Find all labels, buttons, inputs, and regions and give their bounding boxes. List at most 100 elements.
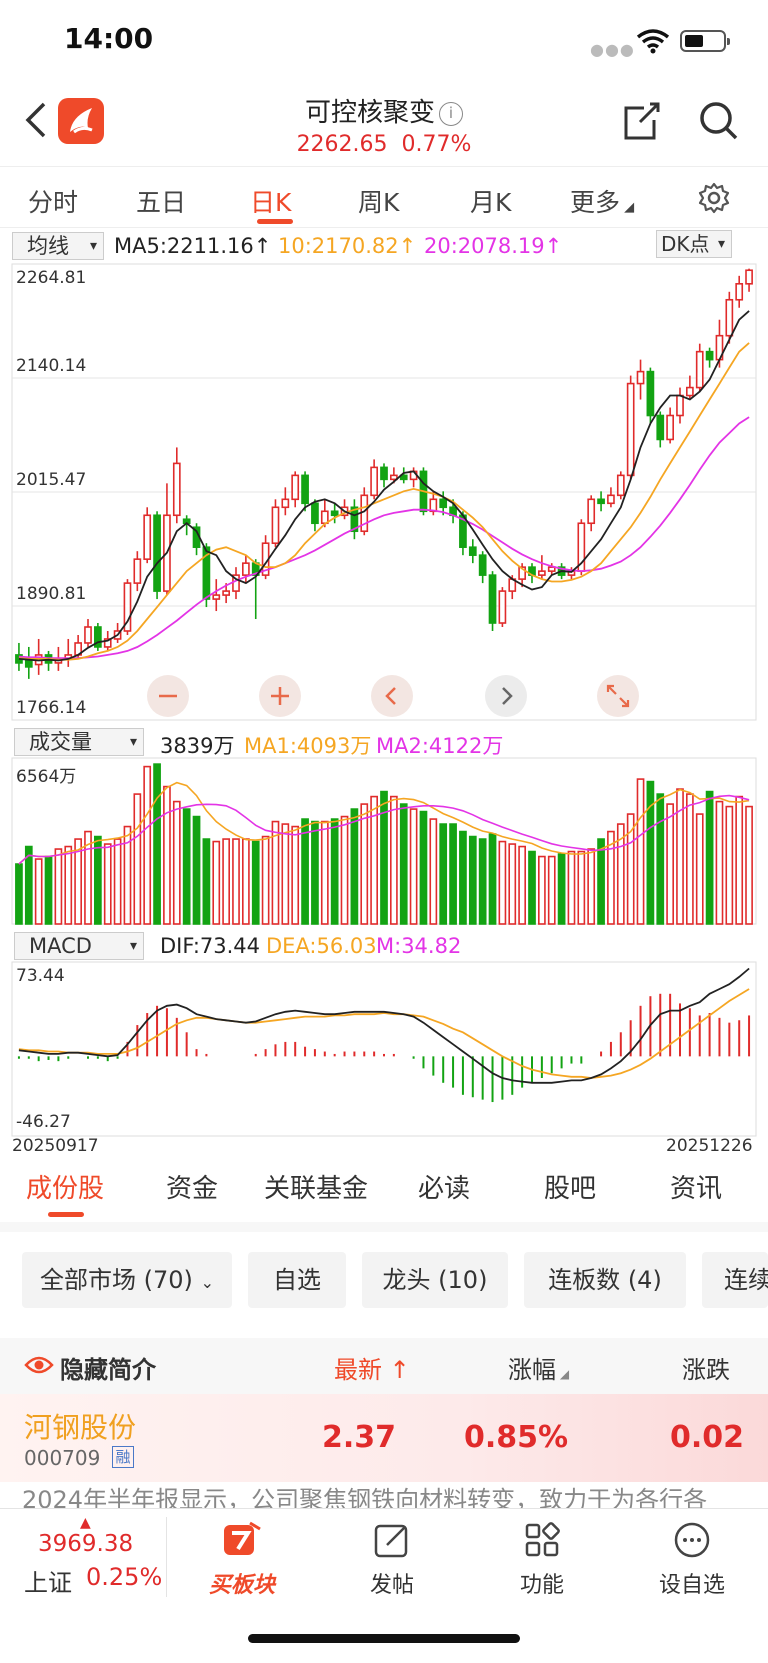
stock-charts[interactable] <box>0 0 768 1160</box>
list-item[interactable]: 河钢股份 000709 融 2.37 0.85% 0.02 <box>0 1394 768 1482</box>
macd-selector[interactable]: MACD <box>14 932 144 960</box>
tab-monthly-k[interactable]: 月K <box>470 188 512 217</box>
fullscreen-icon[interactable] <box>596 674 640 718</box>
candle-body <box>301 474 309 505</box>
zoom-in-icon[interactable] <box>258 674 302 718</box>
candle-body <box>636 370 645 385</box>
nav-functions[interactable]: 功能 <box>482 1521 602 1599</box>
candle-body <box>143 514 152 560</box>
volume-bar <box>330 818 339 925</box>
filter-watchlist[interactable]: 自选 <box>248 1252 346 1308</box>
tab-constituents[interactable]: 成份股 <box>26 1174 105 1204</box>
candle-body <box>538 570 546 576</box>
eye-icon[interactable] <box>24 1354 54 1376</box>
active-tab-indicator <box>257 219 293 224</box>
index-change-pct[interactable]: 0.25% <box>86 1563 163 1591</box>
tab-related-funds[interactable]: 关联基金 <box>264 1174 369 1204</box>
ma5-value: MA5:2211.16↑ <box>114 234 272 258</box>
sort-latest[interactable]: 最新 ↑ <box>334 1356 410 1384</box>
macd-m: M:34.82 <box>376 934 462 958</box>
tab-more-label: 更多 <box>570 188 621 217</box>
volume-bar <box>311 820 319 925</box>
sort-change-pct[interactable]: 涨幅 ◢ <box>508 1356 570 1384</box>
search-icon[interactable] <box>698 100 740 142</box>
candle-body <box>725 298 734 337</box>
candle-body <box>212 594 221 600</box>
price-axis-label: 2264.81 <box>16 268 87 288</box>
candle-body <box>498 590 507 624</box>
info-icon[interactable]: i <box>439 102 463 126</box>
ma5-line <box>18 310 750 662</box>
filter-all-market[interactable]: 全部市场 (70) ⌄ <box>22 1252 232 1308</box>
volume-bar <box>705 790 714 925</box>
volume-bar <box>449 823 457 925</box>
back-arrow-icon[interactable] <box>24 100 48 140</box>
sector-name: 可控核聚变 <box>304 98 435 128</box>
tab-news[interactable]: 资讯 <box>670 1174 723 1204</box>
scroll-right-icon[interactable] <box>484 674 528 718</box>
stock-code: 000709 <box>24 1446 101 1470</box>
macd-dea: DEA:56.03 <box>266 934 377 958</box>
volume-bar <box>390 795 398 925</box>
index-value[interactable]: 3969.38 <box>38 1531 134 1557</box>
ma5-text: MA5:2211.16 <box>114 234 254 258</box>
candle-body <box>686 386 694 397</box>
volume-selector[interactable]: 成交量 <box>14 728 144 756</box>
tab-intraday[interactable]: 分时 <box>28 188 79 217</box>
tab-funds[interactable]: 资金 <box>166 1174 219 1204</box>
tab-daily-k[interactable]: 日K <box>250 188 292 217</box>
volume-bar <box>459 830 467 925</box>
nav-post[interactable]: 发帖 <box>332 1521 452 1599</box>
ma10-line <box>18 342 750 661</box>
volume-bar <box>94 835 102 925</box>
share-icon[interactable] <box>620 100 662 142</box>
volume-bar <box>429 818 438 925</box>
candle-body <box>616 474 625 497</box>
candle-body <box>695 350 704 389</box>
ma10-text: 10:2170.82 <box>278 234 399 258</box>
volume-bar <box>15 863 23 925</box>
index-name[interactable]: 上证 <box>24 1569 72 1597</box>
nav-buy-sector[interactable]: 买板块 <box>182 1521 302 1599</box>
hide-intro-toggle[interactable]: 隐藏简介 <box>60 1356 156 1384</box>
candle-body <box>202 546 211 600</box>
macd-frame <box>11 961 757 1137</box>
filter-consecutive[interactable]: 连续 <box>702 1252 768 1308</box>
tab-more[interactable]: 更多 ◢ <box>570 188 635 217</box>
gear-icon[interactable] <box>698 182 730 214</box>
filter-consecutive-boards[interactable]: 连板数 (4) <box>524 1252 686 1308</box>
volume-bar <box>686 793 694 925</box>
tab-five-day[interactable]: 五日 <box>136 188 187 217</box>
volume-bar <box>360 803 369 925</box>
candle-body <box>291 474 300 501</box>
price-axis-label: 1890.81 <box>16 584 87 604</box>
volume-layer <box>15 763 753 925</box>
candle-body <box>676 394 684 417</box>
wifi-icon <box>636 29 670 54</box>
candle-body <box>666 414 674 441</box>
volume-bar <box>301 818 309 925</box>
nav-buy-sector-label: 买板块 <box>208 1573 275 1598</box>
candle-body <box>597 498 605 505</box>
filter-leaders[interactable]: 龙头 (10) <box>362 1252 508 1308</box>
volume-bar <box>222 838 230 925</box>
volume-bar <box>340 815 349 925</box>
tab-must-read[interactable]: 必读 <box>418 1174 471 1204</box>
volume-bar <box>528 850 536 925</box>
volume-bar <box>182 808 191 925</box>
ma-selector[interactable]: 均线 <box>12 232 104 260</box>
nav-add-watchlist[interactable]: 设自选 <box>632 1521 752 1599</box>
candle-body <box>123 582 132 632</box>
sort-change-amt[interactable]: 涨跌 <box>682 1356 730 1384</box>
candle-body <box>735 283 744 301</box>
zoom-out-icon[interactable] <box>146 674 190 718</box>
tab-weekly-k[interactable]: 周K <box>358 188 400 217</box>
volume-bar <box>64 845 73 925</box>
dk-point-button[interactable]: DK点 <box>656 230 732 258</box>
scroll-left-icon[interactable] <box>370 674 414 718</box>
tab-forum[interactable]: 股吧 <box>544 1174 597 1204</box>
x-axis-end-date: 20251226 <box>666 1136 753 1156</box>
candle-body <box>380 466 388 481</box>
volume-value: 3839万 <box>160 734 235 758</box>
volume-bar <box>44 855 53 925</box>
